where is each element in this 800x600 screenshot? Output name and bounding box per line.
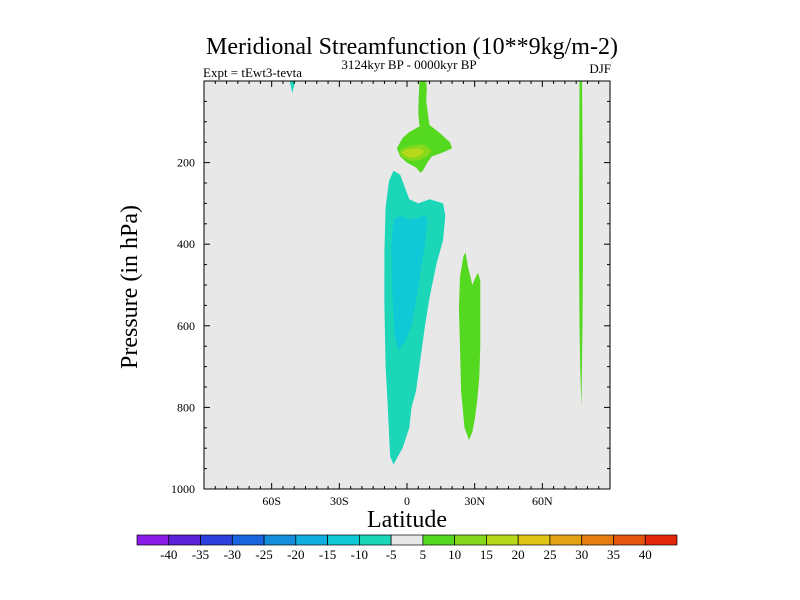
colorbar-swatch bbox=[390, 534, 424, 546]
colorbar-label: 25 bbox=[543, 547, 556, 562]
colorbar-label: -15 bbox=[319, 547, 336, 562]
contour-region-blue-tropical-core bbox=[391, 215, 428, 351]
colorbar-label: -5 bbox=[386, 547, 397, 562]
colorbar-swatch bbox=[549, 534, 583, 546]
colorbar-swatch bbox=[231, 534, 265, 546]
colorbar-label: 10 bbox=[448, 547, 461, 562]
x-tick-label: 30N bbox=[464, 494, 485, 508]
colorbar-label: -35 bbox=[192, 547, 209, 562]
season-label: DJF bbox=[589, 61, 611, 76]
colorbar-swatch bbox=[581, 534, 614, 546]
contour-region-green-lower-lobe bbox=[458, 252, 481, 440]
chart-title: Meridional Streamfunction (10**9kg/m-2) bbox=[206, 34, 618, 60]
x-axis-label: Latitude bbox=[367, 507, 447, 533]
colorbar-swatch bbox=[136, 534, 170, 546]
colorbar-swatch bbox=[200, 534, 233, 546]
x-axis: 60S 30S 0 30N 60N bbox=[203, 81, 611, 508]
colorbar-label: 20 bbox=[512, 547, 525, 562]
colorbar-label: 5 bbox=[420, 547, 427, 562]
colorbar-swatch bbox=[422, 534, 455, 546]
colorbar-swatch bbox=[359, 534, 392, 546]
time-range-label: 3124kyr BP - 0000kyr BP bbox=[341, 57, 476, 72]
y-axis-label: Pressure (in hPa) bbox=[117, 205, 143, 369]
contour-region-green-band-lat-77 bbox=[579, 81, 583, 408]
colorbar-swatch bbox=[644, 534, 678, 546]
colorbar-swatch bbox=[486, 534, 519, 546]
colorbar-label: 40 bbox=[639, 547, 652, 562]
contour-fills bbox=[289, 81, 583, 465]
colorbar-swatch bbox=[168, 534, 201, 546]
colorbar: -40 -35 -30 -25 -20 -15 -10 -5 5 10 15 20 25 30 35 40 bbox=[136, 534, 678, 562]
colorbar-label: -40 bbox=[160, 547, 177, 562]
y-tick-label: 200 bbox=[177, 156, 195, 170]
colorbar-swatch bbox=[327, 534, 360, 546]
colorbar-label: 30 bbox=[575, 547, 588, 562]
colorbar-swatch bbox=[613, 534, 646, 546]
colorbar-label: -20 bbox=[287, 547, 304, 562]
y-tick-label: 600 bbox=[177, 319, 195, 333]
x-tick-label: 0 bbox=[404, 494, 410, 508]
colorbar-swatch bbox=[454, 534, 487, 546]
contour-region-green-upper-stem bbox=[418, 81, 430, 126]
colorbar-swatch bbox=[517, 534, 551, 546]
x-tick-label: 60S bbox=[262, 494, 281, 508]
x-tick-label: 60N bbox=[532, 494, 553, 508]
y-axis: 200 400 600 800 1000 bbox=[171, 80, 610, 496]
x-tick-label: 30S bbox=[330, 494, 349, 508]
y-tick-label: 800 bbox=[177, 400, 195, 414]
colorbar-label: -25 bbox=[255, 547, 272, 562]
colorbar-label: 15 bbox=[480, 547, 493, 562]
colorbar-label: -30 bbox=[224, 547, 241, 562]
colorbar-label: -10 bbox=[351, 547, 368, 562]
contour-region-yellow-upper-core bbox=[401, 148, 425, 158]
colorbar-swatch bbox=[295, 534, 328, 546]
experiment-label: Expt = tEwt3-tevta bbox=[203, 65, 302, 80]
colorbar-swatch bbox=[263, 534, 297, 546]
contour-region-cyan-band-lat-50 bbox=[289, 81, 296, 94]
y-tick-label: 400 bbox=[177, 237, 195, 251]
y-tick-label: 1000 bbox=[171, 482, 195, 496]
colorbar-label: 35 bbox=[607, 547, 620, 562]
